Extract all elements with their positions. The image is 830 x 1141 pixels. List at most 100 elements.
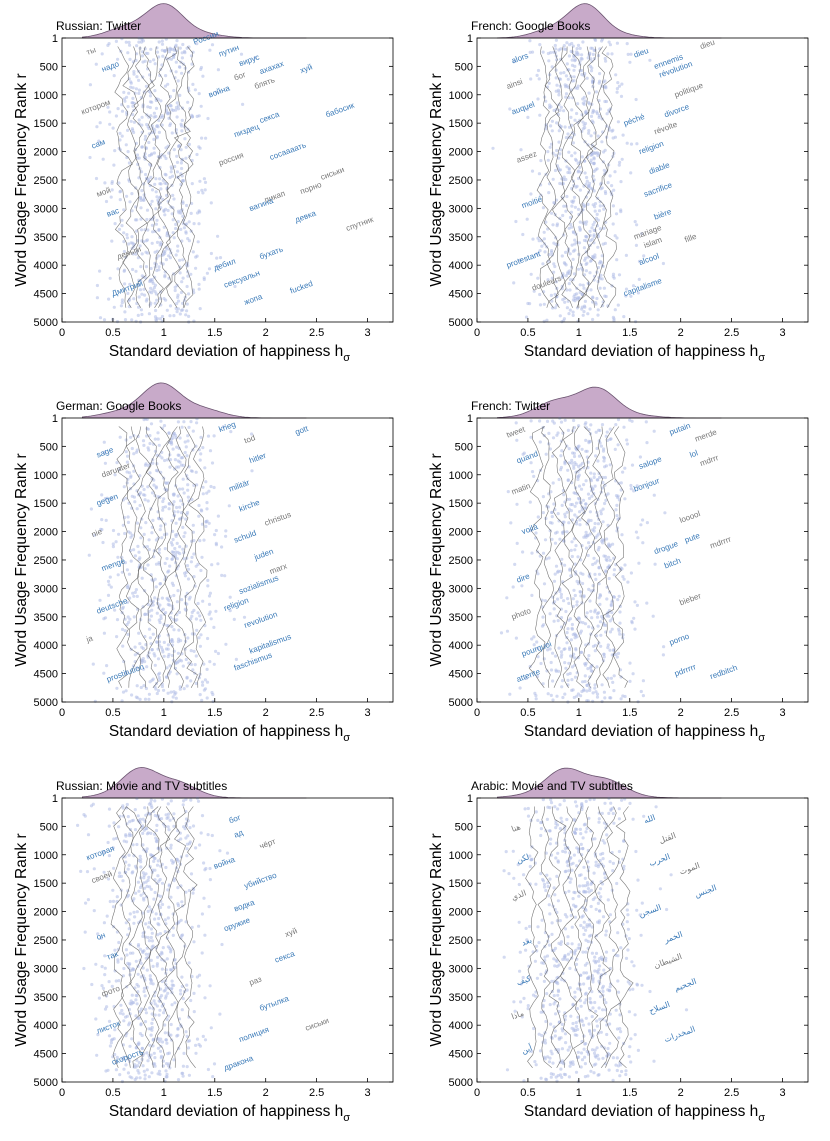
y-tick-label: 4000 bbox=[34, 1020, 58, 1032]
scatter-point bbox=[120, 224, 124, 228]
scatter-point bbox=[519, 148, 523, 152]
scatter-point bbox=[557, 129, 561, 133]
scatter-point bbox=[577, 890, 581, 894]
scatter-point bbox=[206, 434, 211, 438]
scatter-point bbox=[176, 293, 180, 297]
scatter-point bbox=[588, 510, 592, 514]
scatter-point bbox=[167, 828, 171, 832]
scatter-point bbox=[586, 202, 590, 206]
scatter-point bbox=[598, 620, 603, 624]
scatter-point bbox=[158, 182, 162, 186]
y-tick-label: 3500 bbox=[34, 232, 58, 244]
scatter-point bbox=[136, 1064, 140, 1068]
scatter-point bbox=[619, 94, 624, 98]
scatter-point bbox=[116, 57, 120, 61]
scatter-point bbox=[601, 1008, 605, 1012]
scatter-point bbox=[509, 521, 513, 525]
scatter-point bbox=[568, 1045, 572, 1049]
scatter-point bbox=[576, 43, 581, 48]
word-label: الله bbox=[643, 813, 657, 825]
scatter-point bbox=[179, 837, 183, 841]
scatter-point bbox=[569, 1014, 573, 1018]
scatter-point bbox=[165, 234, 169, 238]
scatter-point bbox=[577, 424, 581, 428]
scatter-point bbox=[570, 41, 574, 46]
scatter-point bbox=[558, 997, 562, 1001]
scatter-point bbox=[595, 1024, 599, 1028]
scatter-point bbox=[614, 1008, 618, 1012]
scatter-point bbox=[145, 847, 149, 851]
scatter-point bbox=[581, 283, 585, 287]
scatter-point bbox=[594, 430, 598, 434]
scatter-point bbox=[126, 632, 130, 636]
scatter-point bbox=[544, 888, 548, 893]
scatter-point bbox=[574, 948, 578, 952]
scatter-point bbox=[529, 419, 533, 423]
scatter-point bbox=[118, 871, 122, 875]
scatter-point bbox=[210, 563, 214, 567]
scatter-point bbox=[566, 952, 570, 956]
scatter-point bbox=[588, 271, 592, 275]
scatter-point bbox=[122, 966, 126, 971]
y-tick-label: 2000 bbox=[449, 907, 473, 919]
scatter-point bbox=[88, 83, 92, 87]
scatter-point bbox=[190, 555, 194, 559]
scatter-point bbox=[164, 245, 168, 249]
scatter-point bbox=[156, 97, 160, 101]
scatter-point bbox=[160, 123, 164, 127]
scatter-point bbox=[96, 932, 100, 936]
scatter-point bbox=[535, 252, 539, 256]
scatter-point bbox=[630, 621, 634, 625]
scatter-point bbox=[172, 88, 176, 93]
scatter-point bbox=[553, 572, 557, 576]
scatter-point bbox=[583, 121, 588, 126]
scatter-point bbox=[139, 198, 143, 202]
scatter-point bbox=[567, 150, 571, 154]
scatter-point bbox=[184, 570, 188, 574]
scatter-point bbox=[569, 115, 573, 119]
scatter-point bbox=[603, 56, 607, 61]
scatter-point bbox=[591, 223, 595, 227]
scatter-point bbox=[565, 631, 569, 635]
scatter-point bbox=[158, 582, 162, 586]
scatter-point bbox=[125, 585, 129, 589]
scatter-point bbox=[576, 464, 581, 468]
scatter-point bbox=[591, 699, 595, 703]
scatter-point bbox=[148, 618, 152, 622]
scatter-point bbox=[159, 99, 163, 103]
scatter-point bbox=[138, 556, 142, 560]
scatter-point bbox=[171, 529, 175, 533]
y-tick-label: 1000 bbox=[449, 90, 473, 102]
scatter-point bbox=[128, 912, 132, 916]
word-label: matin bbox=[510, 481, 531, 496]
scatter-point bbox=[588, 181, 592, 185]
scatter-point bbox=[174, 70, 178, 74]
scatter-point bbox=[582, 95, 586, 99]
scatter-point bbox=[608, 558, 612, 562]
scatter-point bbox=[170, 638, 174, 642]
scatter-point bbox=[613, 234, 617, 238]
scatter-point bbox=[137, 1061, 141, 1065]
scatter-point bbox=[533, 691, 537, 695]
scatter-point bbox=[581, 127, 585, 131]
scatter-point bbox=[557, 963, 561, 967]
scatter-point bbox=[171, 537, 175, 542]
word-label: gott bbox=[294, 424, 310, 437]
scatter-point bbox=[616, 931, 620, 935]
scatter-point bbox=[554, 531, 558, 535]
scatter-point bbox=[187, 142, 191, 146]
scatter-point bbox=[562, 109, 566, 113]
scatter-point bbox=[616, 81, 620, 85]
scatter-point bbox=[181, 308, 185, 312]
scatter-point bbox=[201, 492, 205, 496]
scatter-point bbox=[563, 692, 567, 696]
scatter-point bbox=[553, 964, 557, 968]
scatter-point bbox=[119, 1003, 123, 1007]
scatter-point bbox=[126, 615, 130, 619]
scatter-point bbox=[201, 1034, 205, 1038]
word-label: kirche bbox=[238, 498, 262, 514]
scatter-point bbox=[142, 1069, 146, 1073]
scatter-point bbox=[589, 888, 593, 892]
scatter-point bbox=[518, 969, 522, 973]
scatter-point bbox=[196, 240, 200, 244]
